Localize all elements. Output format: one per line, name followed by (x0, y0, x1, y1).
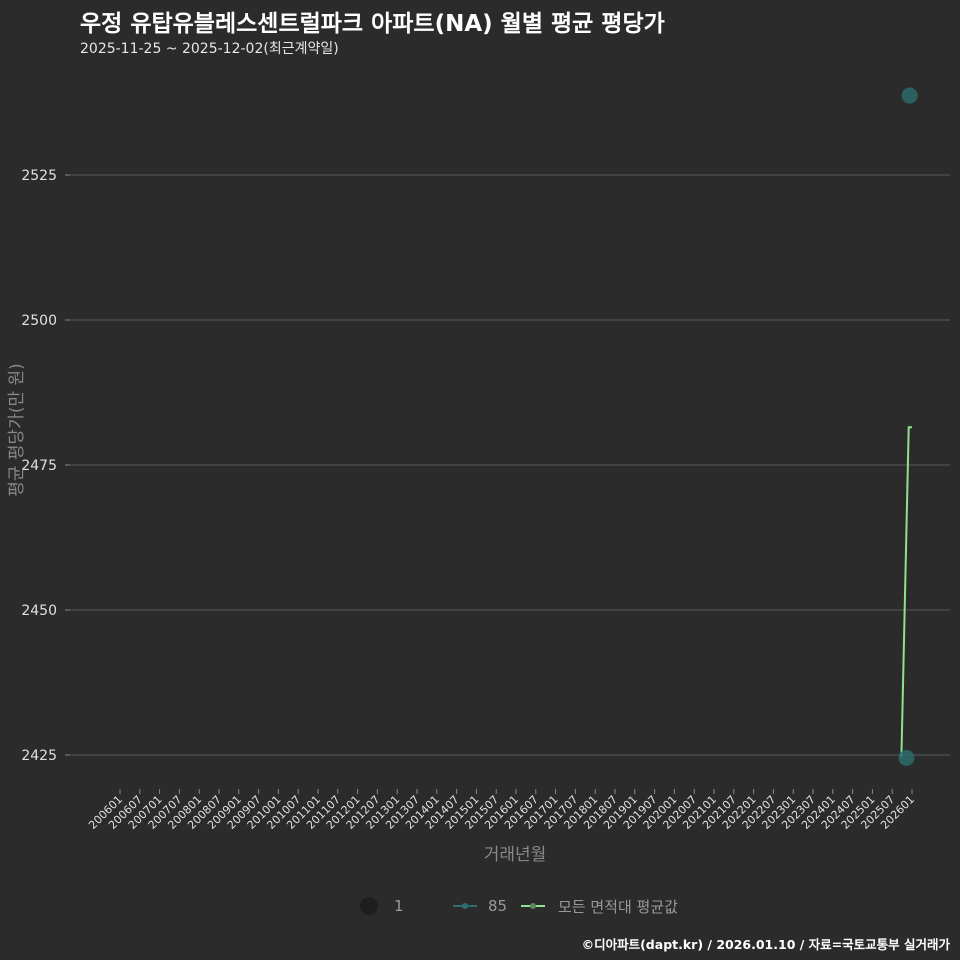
legend-label: 모든 면적대 평균값 (558, 897, 678, 916)
legend-item-85[interactable]: 85 (452, 894, 507, 918)
legend-line-point-icon (453, 903, 477, 909)
data-point[interactable] (901, 87, 918, 104)
y-tick-label: 2475 (21, 458, 57, 474)
chart-title: 우정 유탑유블레스센트럴파크 아파트(NA) 월별 평균 평당가 (80, 11, 665, 37)
data-point[interactable] (898, 749, 915, 766)
average-line (900, 426, 912, 758)
y-tick-label: 2450 (21, 603, 57, 619)
legend-item-average[interactable]: 모든 면적대 평균값 (520, 894, 678, 918)
chart-subtitle: 2025-11-25 ~ 2025-12-02(최근계약일) (80, 41, 339, 57)
y-tick-label: 2425 (21, 748, 57, 764)
y-tick-label: 2525 (21, 168, 57, 184)
legend: 1 85 모든 면적대 평균값 (0, 894, 960, 918)
y-axis-label: 평균 평당가(만 원) (7, 363, 27, 497)
y-tick-label: 2500 (21, 313, 57, 329)
legend-label: 85 (488, 897, 508, 915)
legend-item-1[interactable]: 1 (358, 894, 404, 918)
legend-label: 1 (394, 897, 404, 915)
legend-line-point-icon (521, 903, 545, 909)
x-axis-label: 거래년월 (483, 845, 547, 865)
source-caption: ©디아파트(dapt.kr) / 2026.01.10 / 자료=국토교통부 실… (581, 937, 950, 952)
legend-dot-icon (360, 897, 378, 915)
